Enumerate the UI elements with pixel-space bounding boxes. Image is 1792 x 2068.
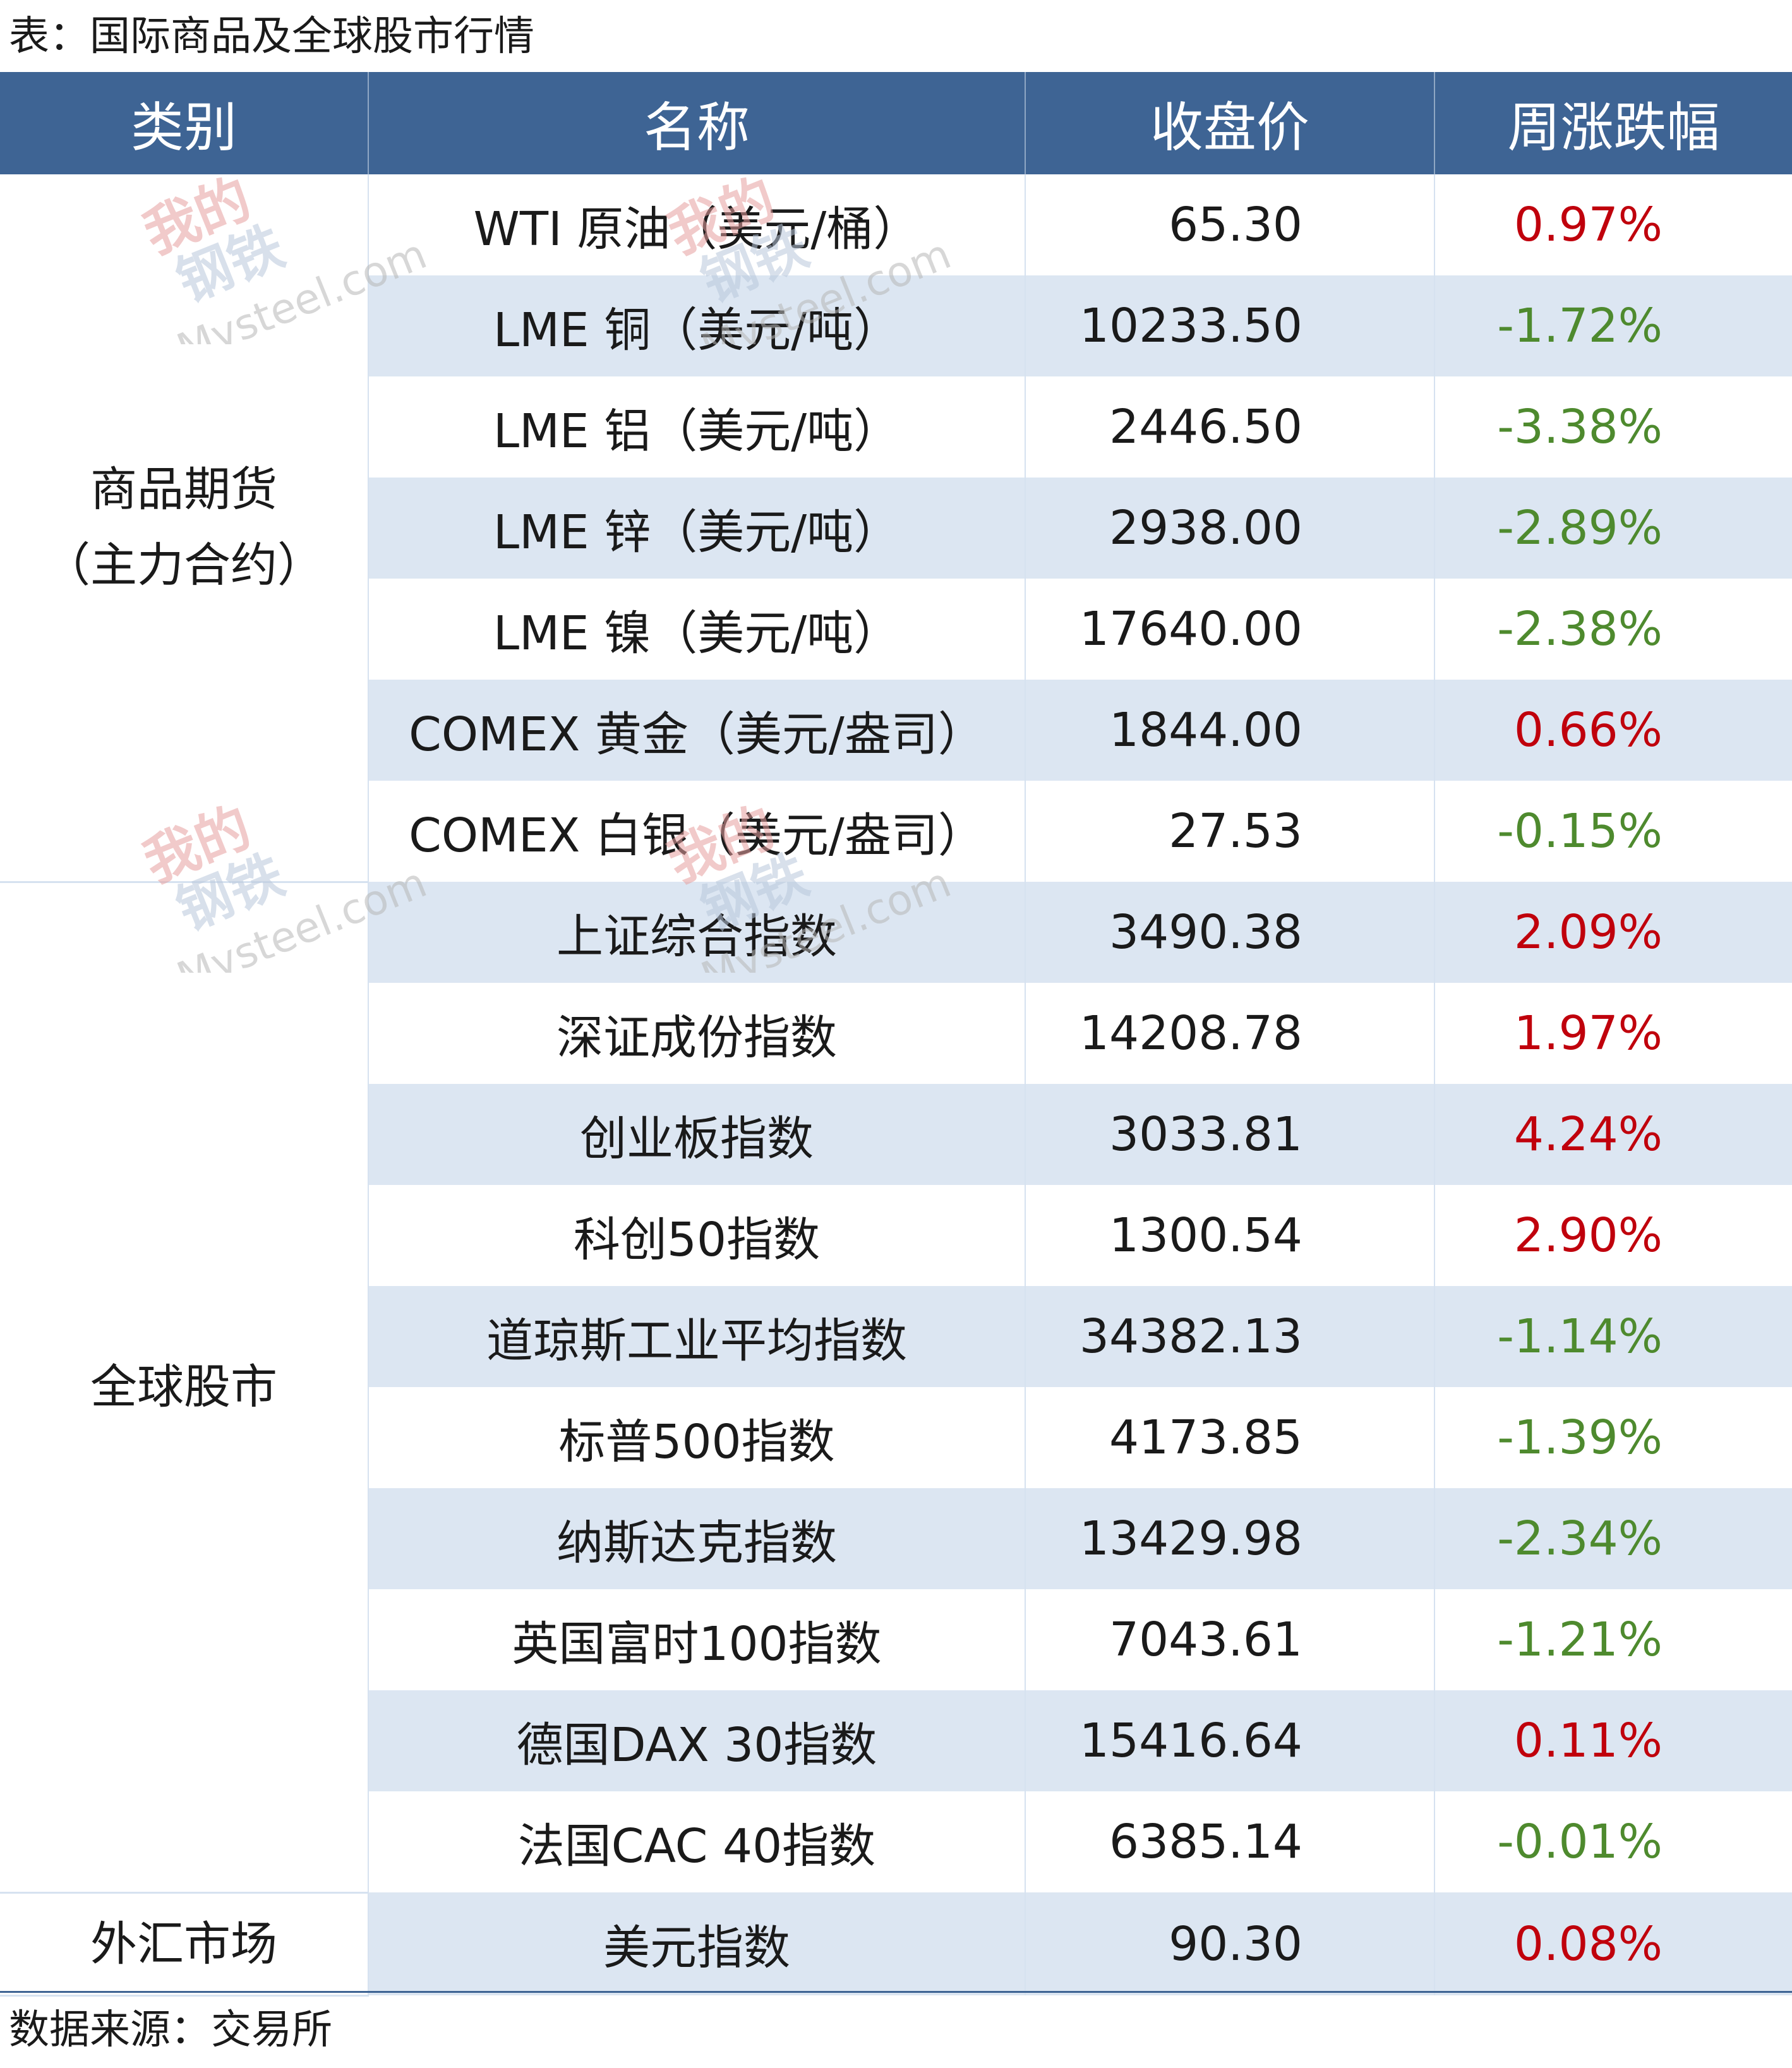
close-price: 4173.85	[1025, 1387, 1435, 1488]
table-body: 商品期货 （主力合约） WTI 原油（美元/桶） 65.30 0.97% LME 铜（美元…	[0, 174, 1792, 1997]
bottom-rule	[0, 1991, 1792, 1993]
weekly-change: -0.01%	[1497, 1815, 1663, 1869]
close-price: 14208.78	[1025, 983, 1435, 1084]
table-row: LME 锌（美元/吨） 2938.00 -2.89%	[0, 478, 1792, 579]
close-price: 6385.14	[1025, 1791, 1435, 1892]
market-table: 类别 名称 收盘价 周涨跌幅 商品期货 （主力合约） WTI 原油（美元/桶） 65.…	[0, 72, 1792, 1997]
weekly-change: -1.39%	[1497, 1410, 1663, 1465]
table-row: 纳斯达克指数 13429.98 -2.34%	[0, 1488, 1792, 1589]
weekly-change: -0.15%	[1497, 804, 1663, 858]
weekly-change: -2.38%	[1497, 602, 1663, 656]
instrument-name: 德国DAX 30指数	[368, 1690, 1026, 1791]
instrument-name: COMEX 黄金（美元/盎司）	[368, 680, 1026, 781]
instrument-name: 法国CAC 40指数	[368, 1791, 1026, 1892]
instrument-name: LME 锌（美元/吨）	[368, 478, 1026, 579]
weekly-change: 2.90%	[1513, 1208, 1663, 1263]
weekly-change: 0.11%	[1434, 1690, 1792, 1791]
close-price: 2446.50	[1025, 376, 1435, 478]
table-row: 法国CAC 40指数 6385.14 -0.01%	[0, 1791, 1792, 1892]
weekly-change: -1.14%	[1434, 1286, 1792, 1387]
table-caption: 表：国际商品及全球股市行情	[9, 13, 534, 60]
table-row: 道琼斯工业平均指数 34382.13 -1.14%	[0, 1286, 1792, 1387]
category-cell: 外汇市场	[0, 1892, 369, 1997]
instrument-name: 道琼斯工业平均指数	[368, 1286, 1026, 1387]
weekly-change: 2.09%	[1434, 882, 1792, 983]
instrument-name: LME 镍（美元/吨）	[368, 579, 1026, 680]
category-cell: 商品期货 （主力合约）	[0, 174, 369, 883]
table-row: LME 镍（美元/吨） 17640.00 -2.38%	[0, 579, 1792, 680]
weekly-change: 0.08%	[1434, 1892, 1792, 1995]
weekly-change: 0.97%	[1513, 198, 1663, 252]
table-row: 创业板指数 3033.81 4.24%	[0, 1084, 1792, 1185]
table-row: 深证成份指数 14208.78 1.97%	[0, 983, 1792, 1084]
instrument-name: LME 铝（美元/吨）	[368, 376, 1026, 478]
close-price: 65.30	[1025, 174, 1435, 275]
weekly-change: -1.21%	[1497, 1613, 1663, 1667]
instrument-name: 英国富时100指数	[368, 1589, 1026, 1690]
instrument-name: 纳斯达克指数	[368, 1488, 1026, 1589]
header-close: 收盘价	[1025, 72, 1435, 174]
table-row: 科创50指数 1300.54 2.90%	[0, 1185, 1792, 1286]
close-price: 27.53	[1025, 781, 1435, 882]
weekly-change: -2.89%	[1434, 478, 1792, 579]
instrument-name: COMEX 白银（美元/盎司）	[368, 781, 1026, 882]
weekly-change: -3.38%	[1497, 400, 1663, 454]
instrument-name: 创业板指数	[368, 1084, 1026, 1185]
table-row: 商品期货 （主力合约） WTI 原油（美元/桶） 65.30 0.97%	[0, 174, 1792, 883]
table-row: LME 铝（美元/吨） 2446.50 -3.38%	[0, 376, 1792, 478]
instrument-name: 上证综合指数	[368, 882, 1026, 983]
close-price: 1844.00	[1025, 680, 1435, 781]
close-price: 10233.50	[1025, 275, 1435, 376]
weekly-change: 1.97%	[1513, 1006, 1663, 1061]
close-price: 1300.54	[1025, 1185, 1435, 1286]
header-row: 类别 名称 收盘价 周涨跌幅	[0, 72, 1792, 174]
table-row: 外汇市场 美元指数 90.30 0.08%	[0, 1892, 1792, 1997]
instrument-name: WTI 原油（美元/桶）	[368, 174, 1026, 275]
close-price: 3490.38	[1025, 882, 1435, 983]
table-row: COMEX 黄金（美元/盎司） 1844.00 0.66%	[0, 680, 1792, 781]
close-price: 2938.00	[1025, 478, 1435, 579]
table-row: 德国DAX 30指数 15416.64 0.11%	[0, 1690, 1792, 1791]
header-change: 周涨跌幅	[1434, 72, 1792, 174]
instrument-name: 科创50指数	[368, 1185, 1026, 1286]
header-name: 名称	[368, 72, 1026, 174]
weekly-change: -2.34%	[1434, 1488, 1792, 1589]
weekly-change: 0.66%	[1434, 680, 1792, 781]
table-row: 全球股市 上证综合指数 3490.38 2.09%	[0, 882, 1792, 1894]
category-cell: 全球股市	[0, 882, 369, 1894]
instrument-name: 美元指数	[368, 1892, 1026, 1995]
close-price: 90.30	[1025, 1892, 1435, 1995]
close-price: 15416.64	[1025, 1690, 1435, 1791]
instrument-name: 标普500指数	[368, 1387, 1026, 1488]
close-price: 3033.81	[1025, 1084, 1435, 1185]
close-price: 34382.13	[1025, 1286, 1435, 1387]
close-price: 17640.00	[1025, 579, 1435, 680]
table-row: 标普500指数 4173.85 -1.39%	[0, 1387, 1792, 1488]
instrument-name: LME 铜（美元/吨）	[368, 275, 1026, 376]
table-row: LME 铜（美元/吨） 10233.50 -1.72%	[0, 275, 1792, 376]
instrument-name: 深证成份指数	[368, 983, 1026, 1084]
weekly-change: -1.72%	[1434, 275, 1792, 376]
close-price: 7043.61	[1025, 1589, 1435, 1690]
table-row: COMEX 白银（美元/盎司） 27.53 -0.15%	[0, 781, 1792, 882]
close-price: 13429.98	[1025, 1488, 1435, 1589]
header-category: 类别	[0, 72, 369, 174]
table-row: 英国富时100指数 7043.61 -1.21%	[0, 1589, 1792, 1690]
data-source: 数据来源：交易所	[9, 2007, 332, 2053]
weekly-change: 4.24%	[1434, 1084, 1792, 1185]
